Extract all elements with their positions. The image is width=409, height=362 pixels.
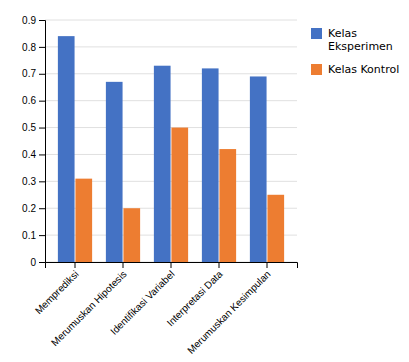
- x-tick-mark: [219, 262, 220, 268]
- x-tick-label: Memprediksi: [33, 268, 81, 316]
- y-tick-mark: [39, 47, 45, 48]
- y-tick-label: 0.5: [22, 122, 36, 133]
- x-tick: Merumuskan Kesimpulan: [185, 262, 273, 356]
- bar: [250, 76, 267, 262]
- legend-swatch: [311, 28, 322, 39]
- x-tick-label: Merumuskan Hipotesis: [49, 268, 129, 348]
- legend-swatch: [311, 64, 322, 75]
- chart: 00.10.20.30.40.50.60.70.80.9MemprediksiM…: [0, 0, 409, 362]
- legend-label: Kelas Kontrol: [328, 63, 399, 76]
- grid-line: [45, 73, 297, 74]
- grid-line: [45, 46, 297, 47]
- legend-label: KelasEksperimen: [328, 27, 393, 53]
- x-axis-line: [46, 263, 298, 269]
- y-tick: 0.1: [22, 230, 45, 241]
- y-tick: 0.9: [22, 15, 45, 26]
- bars: [58, 36, 284, 262]
- x-tick: Memprediksi: [33, 262, 81, 316]
- bar-series: [58, 36, 267, 262]
- y-tick-label: 0.2: [22, 203, 36, 214]
- bar-series: [75, 128, 284, 262]
- y-tick-mark: [39, 101, 45, 102]
- plot: 00.10.20.30.40.50.60.70.80.9MemprediksiM…: [22, 15, 297, 356]
- y-tick: 0.3: [22, 176, 45, 187]
- legend-item: KelasEksperimen: [311, 27, 393, 53]
- y-tick-mark: [39, 262, 45, 263]
- x-tick-mark: [171, 262, 172, 268]
- y-axis-line: [39, 21, 46, 263]
- y-tick: 0.8: [22, 42, 45, 53]
- x-tick-label: Identifikasi Variabel: [108, 268, 177, 337]
- legend-item: Kelas Kontrol: [311, 63, 399, 76]
- y-tick-label: 0.1: [22, 230, 36, 241]
- y-tick: 0: [30, 257, 45, 268]
- x-tick-mark: [75, 262, 76, 268]
- y-tick-label: 0: [30, 257, 36, 268]
- y-tick-label: 0.3: [22, 176, 36, 187]
- x-tick: Identifikasi Variabel: [108, 262, 177, 337]
- y-tick-label: 0.4: [22, 149, 36, 160]
- y-tick-label: 0.7: [22, 68, 36, 79]
- grid-line: [45, 20, 297, 21]
- y-tick: 0.7: [22, 68, 45, 79]
- x-tick-mark: [123, 262, 124, 268]
- y-tick-label: 0.6: [22, 95, 36, 106]
- y-axis: 0 0.1 0.2 0.3 0.4 0.5 0.6 0.7 0.8 0.9: [22, 15, 45, 268]
- y-tick-mark: [39, 208, 45, 209]
- y-tick: 0.2: [22, 203, 45, 214]
- bar: [106, 82, 123, 262]
- y-tick-mark: [39, 154, 45, 155]
- grid: [45, 20, 297, 262]
- y-tick-mark: [39, 74, 45, 75]
- x-axis: MemprediksiMerumuskan HipotesisIdentifik…: [33, 262, 298, 356]
- bar: [123, 208, 140, 262]
- bar: [267, 195, 284, 262]
- bar: [202, 68, 219, 262]
- y-tick-mark: [39, 235, 45, 236]
- y-tick: 0.4: [22, 149, 45, 160]
- x-tick-mark: [267, 262, 268, 268]
- y-tick-mark: [39, 20, 45, 21]
- y-tick-mark: [39, 181, 45, 182]
- y-tick-mark: [39, 128, 45, 129]
- x-tick-label: Merumuskan Kesimpulan: [185, 268, 273, 356]
- bar: [75, 179, 92, 262]
- bar: [219, 149, 236, 262]
- bar: [58, 36, 75, 262]
- y-tick: 0.5: [22, 122, 45, 133]
- y-tick-label: 0.8: [22, 42, 36, 53]
- y-tick: 0.6: [22, 95, 45, 106]
- y-tick-label: 0.9: [22, 15, 36, 26]
- bar: [171, 128, 188, 262]
- bar: [154, 66, 171, 262]
- legend: KelasEksperimen Kelas Kontrol: [311, 27, 399, 76]
